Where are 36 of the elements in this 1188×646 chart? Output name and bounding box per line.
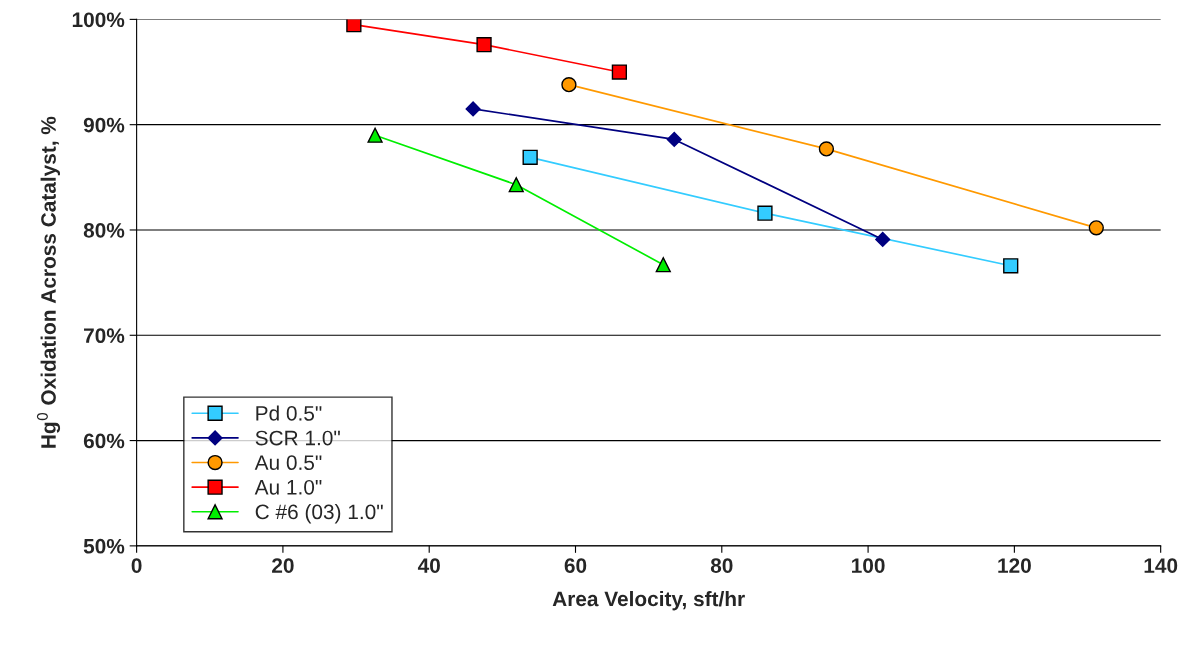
y-tick-label: 50% [83, 538, 125, 554]
point [367, 127, 383, 143]
point [655, 257, 671, 273]
point [818, 141, 835, 157]
point [508, 177, 524, 193]
legend-label: C #6 (03) 1.0" [255, 503, 383, 524]
x-tick-label: 0 [131, 558, 142, 573]
point [666, 131, 682, 147]
x-tick-label: 120 [998, 558, 1031, 573]
legend-label: Pd 0.5" [256, 405, 322, 421]
y-tick-label: 60% [83, 433, 125, 449]
y-tick-label: 90% [83, 117, 125, 133]
y-tick-label: 80% [83, 222, 125, 238]
x-tick-label: 60 [564, 558, 587, 573]
legend-label: Au 0.5" [254, 455, 322, 471]
x-tick-label: 40 [417, 558, 440, 573]
y-tick-label: 100% [72, 12, 125, 28]
x-tick-label: 140 [1144, 558, 1178, 573]
legend-label: Au 1.0" [254, 479, 322, 495]
point [611, 64, 628, 80]
point [522, 149, 538, 165]
legend-label: SCR 1.0" [255, 430, 340, 446]
x-tick-label: 100 [852, 558, 885, 573]
point [875, 231, 891, 248]
y-axis-title: Hg$^{0}$ Oxidation Across Catalyst, % [36, 116, 61, 448]
x-axis-title: Area Velocity, sft/hr [552, 590, 745, 611]
x-tick-label: 80 [710, 558, 733, 573]
point [561, 77, 577, 93]
point [476, 37, 492, 53]
point [1003, 258, 1019, 274]
y-tick-label: 70% [84, 328, 125, 344]
point [757, 205, 773, 221]
point [1088, 220, 1104, 236]
point [465, 101, 481, 117]
point [346, 19, 362, 33]
x-tick-label: 20 [272, 558, 294, 573]
